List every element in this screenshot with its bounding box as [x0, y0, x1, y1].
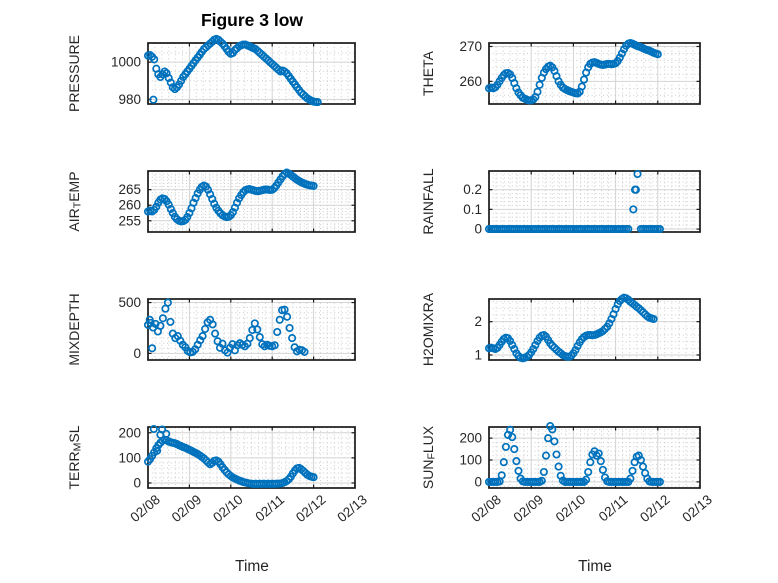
- x-tick-label: 02/10: [210, 492, 246, 525]
- subplot-pressure: 980 1000 PRESSURE: [66, 34, 356, 112]
- x-tick-label: 02/10: [553, 492, 589, 525]
- y-tick-label: 255: [118, 213, 141, 228]
- y-tick-label: 200: [118, 425, 141, 440]
- y-tick-label: 260: [459, 74, 482, 89]
- y-axis-label-pressure: PRESSURE: [66, 35, 82, 112]
- series-markers: [484, 38, 662, 105]
- series-markers: [143, 424, 318, 489]
- y-axis-label-mixdepth: MIXDEPTH: [66, 293, 82, 365]
- y-tick-label: 100: [118, 450, 141, 465]
- x-tick-label: 02/13: [679, 492, 715, 525]
- x-axis-label-right: Time: [578, 558, 612, 575]
- y-axis-label-sun-flux: SUNFLUX: [420, 425, 438, 489]
- y-tick-label: 265: [118, 182, 141, 197]
- x-tick-label: 02/12: [637, 492, 673, 525]
- series-markers: [484, 169, 664, 234]
- x-tick-label: 02/11: [252, 492, 287, 525]
- y-tick-label: 980: [118, 92, 141, 107]
- subplot-rainfall: 0 0.1 0.2 RAINFALL: [420, 168, 701, 237]
- series-markers: [143, 34, 322, 107]
- y-tick-label: 500: [118, 295, 141, 310]
- series-markers: [143, 168, 318, 226]
- axes-box: [488, 42, 701, 105]
- series-markers: [484, 293, 658, 363]
- y-tick-label: 100: [459, 453, 482, 468]
- subplot-h2omixra: 1 2 H2OMIXRA: [420, 292, 701, 366]
- series-markers: [143, 298, 309, 357]
- x-tick-label: 02/09: [511, 492, 547, 525]
- axes-box: [488, 426, 701, 489]
- subplot-terr-msl: 0 100 200 02/08 02/09 02/10 02/11 02/12 02/13 TER…: [66, 424, 370, 525]
- x-tick-label: 02/08: [127, 492, 163, 525]
- y-axis-label-rainfall: RAINFALL: [420, 168, 436, 234]
- y-tick-label: 1: [474, 348, 482, 363]
- y-tick-label: 0.2: [463, 182, 482, 197]
- y-tick-label: 1000: [111, 55, 141, 70]
- y-tick-label: 200: [459, 431, 482, 446]
- y-tick-label: 260: [118, 198, 141, 213]
- y-axis-label-air-temp: AIRTEMP: [66, 171, 84, 231]
- figure-title: Figure 3 low: [200, 10, 304, 30]
- x-tick-label: 02/13: [334, 492, 370, 525]
- axes-box: [147, 170, 356, 233]
- y-tick-label: 0: [133, 346, 141, 361]
- subplot-sun-flux: 0 100 200 02/08 02/09 02/10 02/11 02/12 02/13 SUN…: [420, 422, 715, 525]
- y-axis-label-theta: THETA: [420, 50, 436, 96]
- x-tick-label: 02/08: [468, 492, 504, 525]
- axes-box: [488, 298, 701, 361]
- x-axis-label-left: Time: [235, 558, 269, 575]
- subplot-mixdepth: 0 500 MIXDEPTH: [66, 293, 356, 366]
- axes-box: [147, 298, 356, 361]
- y-tick-label: 0.1: [463, 202, 482, 217]
- x-tick-label: 02/11: [596, 492, 631, 525]
- y-tick-label: 270: [459, 39, 482, 54]
- y-tick-label: 0: [133, 475, 141, 490]
- y-tick-label: 0: [474, 474, 482, 489]
- subplot-theta: 260 270 THETA: [420, 38, 701, 105]
- y-tick-label: 2: [474, 314, 482, 329]
- y-axis-label-h2omixra: H2OMIXRA: [420, 292, 436, 366]
- series-markers: [484, 422, 664, 486]
- x-tick-label: 02/12: [293, 492, 329, 525]
- x-tick-label: 02/09: [169, 492, 205, 525]
- y-axis-label-terr-msl: TERRMSL: [66, 425, 84, 489]
- y-tick-label: 0: [474, 222, 482, 237]
